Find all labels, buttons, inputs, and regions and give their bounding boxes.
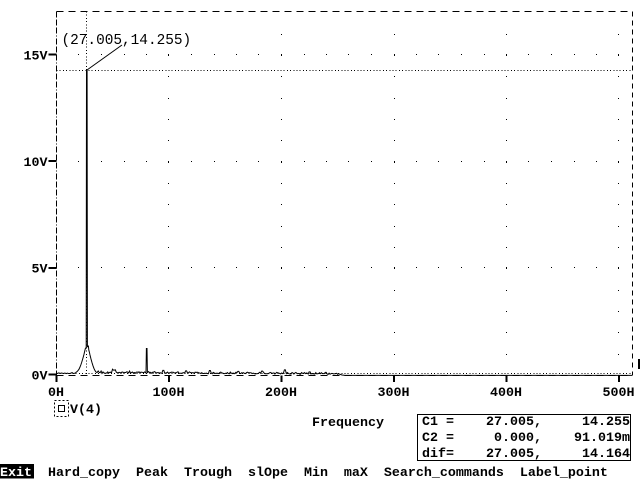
svg-text:200H: 200H [265, 386, 297, 401]
svg-text:300H: 300H [378, 386, 410, 401]
svg-text:(27.005,14.255): (27.005,14.255) [62, 33, 192, 49]
svg-text:C2 = 0.000, 91.019m: C2 = 0.000, 91.019m [422, 431, 630, 446]
svg-text:0V: 0V [32, 369, 48, 384]
svg-text:dif= 27.005, 14.164: dif= 27.005, 14.164 [422, 447, 630, 462]
svg-text:400H: 400H [490, 386, 522, 401]
svg-text:5V: 5V [32, 263, 48, 278]
svg-text:500H: 500H [603, 386, 635, 401]
svg-text:10V: 10V [24, 156, 48, 171]
svg-text:100H: 100H [153, 386, 185, 401]
svg-text:V(4): V(4) [70, 403, 102, 418]
svg-text:0H: 0H [48, 386, 64, 401]
svg-text:C1 = 27.005, 14.255: C1 = 27.005, 14.255 [422, 415, 630, 430]
svg-text:Hard_copy Peak Trough slOpe: Hard_copy Peak Trough slOpe Min maX Sear… [48, 466, 608, 480]
svg-text:Frequency: Frequency [312, 416, 384, 431]
svg-text:Exit: Exit [0, 466, 32, 480]
svg-text:15V: 15V [24, 49, 48, 64]
